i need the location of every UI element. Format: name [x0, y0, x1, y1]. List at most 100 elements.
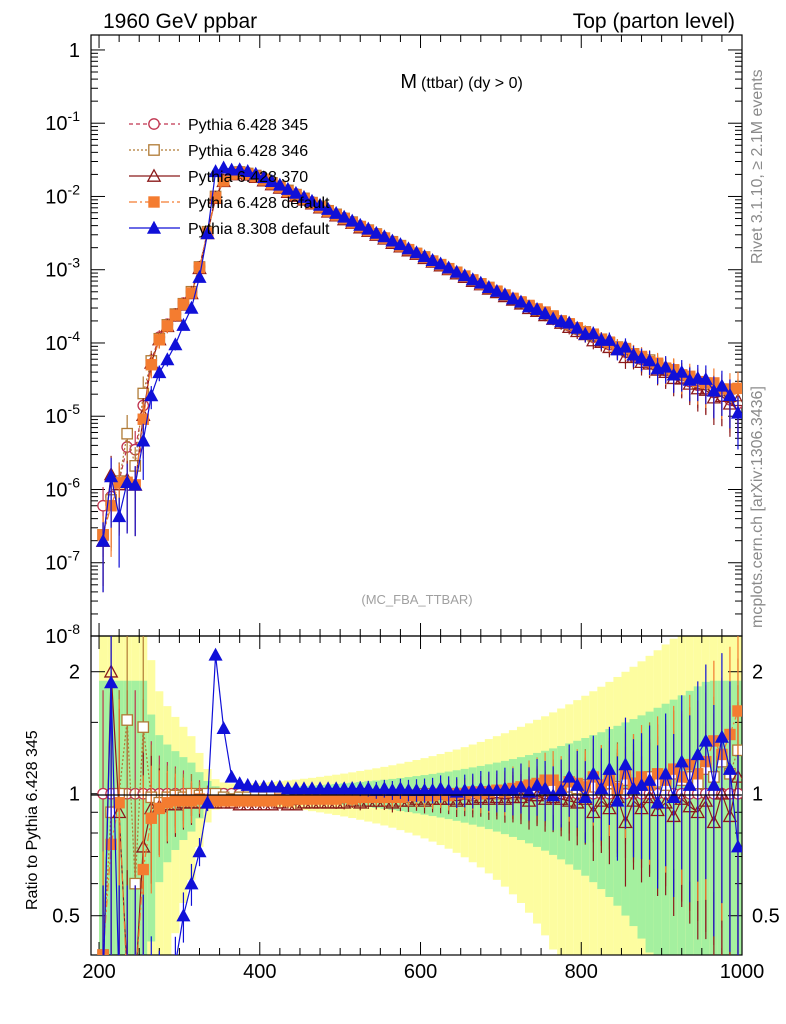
data-point: [112, 509, 127, 523]
x-tick-label: 600: [404, 961, 437, 983]
data-point: [497, 287, 512, 301]
data-point: [176, 317, 191, 331]
data-point: [521, 299, 537, 313]
ratio-point: [153, 983, 165, 994]
y-tick-label: 10-6: [45, 474, 80, 501]
ratio-point: [650, 795, 665, 809]
ratio-point: [97, 983, 109, 994]
ratio-point: [530, 777, 545, 791]
ratio-point: [130, 984, 140, 994]
data-point: [377, 229, 392, 243]
data-point: [562, 315, 577, 329]
legend-entry: Pythia 6.428 346: [129, 143, 308, 160]
ratio-point: [666, 790, 681, 803]
ratio-point: [121, 983, 133, 994]
header-left: 1960 GeV ppbar: [103, 10, 257, 33]
ratio-point: [129, 983, 141, 994]
data-point: [177, 298, 190, 311]
ratio-point: [562, 769, 577, 783]
ratio-point: [121, 967, 133, 978]
y-tick-label: 1: [69, 40, 80, 62]
ratio-point: [137, 983, 149, 994]
data-point: [489, 283, 504, 297]
data-point: [674, 364, 689, 378]
data-point: [240, 164, 255, 178]
data-point: [481, 280, 496, 293]
legend-label: Pythia 6.428 346: [188, 143, 308, 160]
data-point: [329, 205, 344, 219]
data-point: [714, 378, 729, 392]
data-point: [546, 311, 561, 325]
ratio-tick-label-right: 2: [752, 662, 763, 684]
data-point: [385, 233, 400, 247]
data-point: [722, 388, 737, 401]
data-point: [216, 160, 231, 174]
ratio-point: [698, 733, 713, 747]
data-point: [256, 170, 271, 184]
ratio-point: [208, 647, 223, 661]
legend-entry: Pythia 8.308 default: [129, 220, 330, 238]
data-point: [128, 477, 143, 491]
ratio-point: [513, 779, 529, 793]
ratio-point: [690, 747, 705, 761]
data-point: [433, 256, 448, 270]
x-tick-label: 800: [565, 961, 598, 983]
data-point: [530, 301, 545, 315]
data-point: [160, 352, 175, 366]
legend-marker: [148, 118, 160, 130]
data-point: [104, 469, 119, 483]
ratio-point: [224, 769, 239, 783]
data-point: [168, 337, 183, 351]
data-point: [144, 388, 159, 402]
ratio-point: [706, 777, 721, 791]
legend-label: Pythia 6.428 default: [188, 195, 330, 212]
ratio-point: [184, 876, 199, 890]
ratio-tick-label-right: 1: [752, 784, 763, 806]
data-point: [409, 245, 424, 259]
y-tick-label: 10-8: [45, 621, 80, 648]
x-tick-label: 400: [243, 961, 276, 983]
ratio-point: [137, 721, 150, 733]
data-point: [232, 162, 247, 176]
x-tick-label: 1000: [720, 961, 765, 983]
ratio-point: [272, 779, 287, 793]
data-point: [153, 334, 166, 346]
ratio-point: [473, 781, 488, 795]
data-point: [441, 260, 456, 274]
data-point: [513, 294, 529, 308]
data-point: [353, 217, 368, 231]
data-point: [401, 241, 416, 255]
ratio-point: [618, 757, 633, 771]
data-point: [457, 268, 472, 282]
mcplots-label: mcplots.cern.ch [arXiv:1306.3436]: [749, 386, 766, 628]
data-point: [161, 320, 174, 332]
data-point: [505, 291, 520, 305]
ratio-point: [176, 908, 191, 922]
data-point: [96, 533, 111, 547]
ratio-point: [104, 675, 119, 689]
data-point: [272, 177, 287, 191]
ratio-point: [594, 781, 609, 795]
ratio-tick-label-right: 0.5: [752, 906, 780, 928]
data-point: [296, 189, 312, 203]
data-point: [361, 221, 376, 235]
ratio-point: [97, 983, 109, 994]
data-point: [185, 287, 198, 299]
data-point: [730, 405, 742, 419]
data-point: [425, 253, 440, 266]
ratio-point: [122, 984, 132, 994]
x-tick-label: 200: [82, 961, 115, 983]
data-point: [698, 371, 713, 385]
legend-marker: [148, 144, 160, 156]
ratio-point: [137, 863, 149, 876]
data-point: [570, 320, 585, 334]
data-point: [586, 326, 601, 340]
ratio-point: [586, 766, 601, 780]
legend-marker: [146, 168, 162, 182]
data-point: [465, 272, 480, 286]
ratio-point: [642, 772, 657, 786]
ratio-point: [113, 983, 125, 994]
ratio-point: [232, 776, 247, 790]
data-point: [417, 249, 432, 263]
data-point: [369, 225, 384, 239]
